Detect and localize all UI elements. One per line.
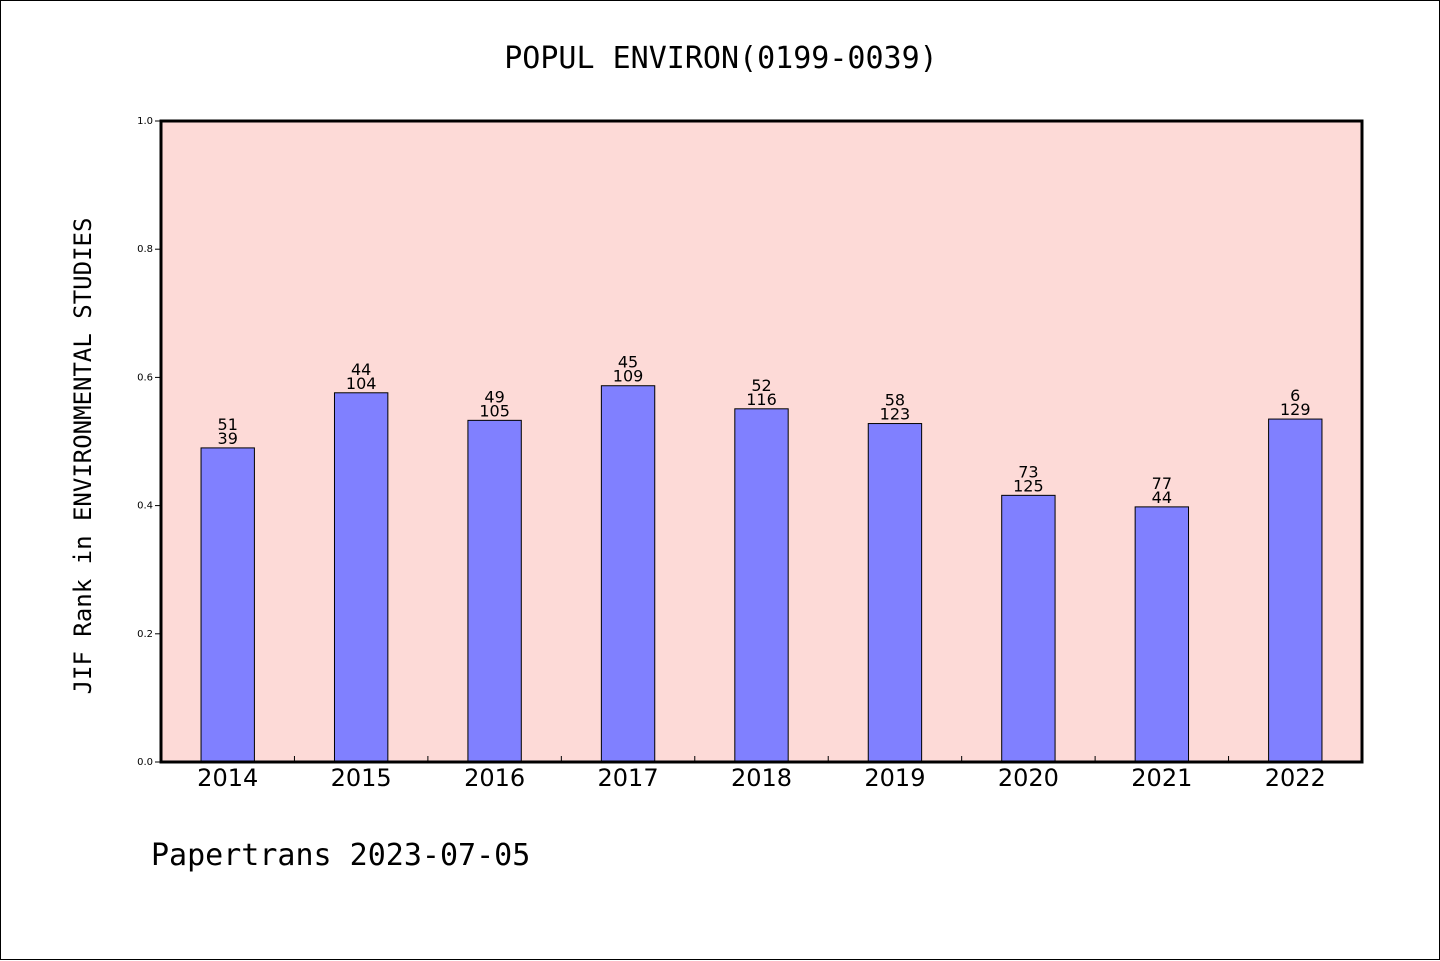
data-label-bottom: 105 bbox=[479, 401, 510, 420]
bar-2022 bbox=[1268, 418, 1323, 763]
plot-border bbox=[159, 119, 1364, 764]
data-label-top: 45 bbox=[618, 353, 638, 372]
data-label-top: 73 bbox=[1018, 462, 1038, 481]
data-label-top: 6 bbox=[1290, 386, 1300, 405]
data-label-bottom: 129 bbox=[1280, 400, 1311, 419]
bar-2016 bbox=[467, 419, 522, 763]
chart-title: POPUL ENVIRON(0199-0039) bbox=[504, 41, 937, 76]
data-label-bottom: 104 bbox=[346, 374, 377, 393]
data-label-bottom: 125 bbox=[1013, 476, 1044, 495]
x-tick-label: 2020 bbox=[998, 764, 1059, 792]
data-label-top: 58 bbox=[885, 391, 905, 410]
y-tick-label: 0.6 bbox=[137, 372, 153, 383]
x-tick-label: 2015 bbox=[331, 764, 392, 792]
bar-2020 bbox=[1001, 494, 1056, 763]
bar-2018 bbox=[734, 408, 789, 763]
data-label-top: 49 bbox=[484, 387, 504, 406]
y-tick-label: 0.2 bbox=[137, 629, 153, 640]
bar-2021 bbox=[1134, 506, 1190, 763]
bar-2014 bbox=[200, 447, 255, 763]
x-tick-label: 2021 bbox=[1131, 764, 1192, 792]
y-tick-label: 0.4 bbox=[137, 501, 153, 512]
data-label-bottom: 116 bbox=[746, 390, 777, 409]
x-tick-label: 2022 bbox=[1265, 764, 1326, 792]
y-tick-label: 1.0 bbox=[137, 116, 153, 127]
bar-2019 bbox=[867, 423, 923, 763]
data-label-top: 51 bbox=[218, 415, 238, 434]
x-tick-label: 2019 bbox=[864, 764, 925, 792]
y-tick-label: 0.8 bbox=[137, 244, 153, 255]
x-tick-label: 2018 bbox=[731, 764, 792, 792]
y-tick-label: 0.0 bbox=[137, 757, 153, 768]
x-tick-label: 2016 bbox=[464, 764, 525, 792]
x-tick-label: 2017 bbox=[598, 764, 659, 792]
y-axis-label: JIF Rank in ENVIRONMENTAL STUDIES bbox=[69, 218, 97, 695]
bar-2017 bbox=[600, 385, 656, 763]
labels-layer: 2014395120151044420161054920171094520181… bbox=[197, 353, 1326, 792]
data-label-bottom: 123 bbox=[880, 405, 911, 424]
data-label-top: 44 bbox=[351, 360, 371, 379]
x-tick-label: 2014 bbox=[197, 764, 258, 792]
bar-2015 bbox=[333, 392, 389, 763]
data-label-bottom: 109 bbox=[613, 367, 644, 386]
footer-text: Papertrans 2023-07-05 bbox=[151, 838, 530, 873]
data-label-top: 52 bbox=[751, 376, 771, 395]
bars-layer bbox=[200, 385, 1323, 763]
data-label-top: 77 bbox=[1152, 474, 1172, 493]
data-label-bottom: 44 bbox=[1152, 488, 1172, 507]
data-label-bottom: 39 bbox=[218, 429, 238, 448]
